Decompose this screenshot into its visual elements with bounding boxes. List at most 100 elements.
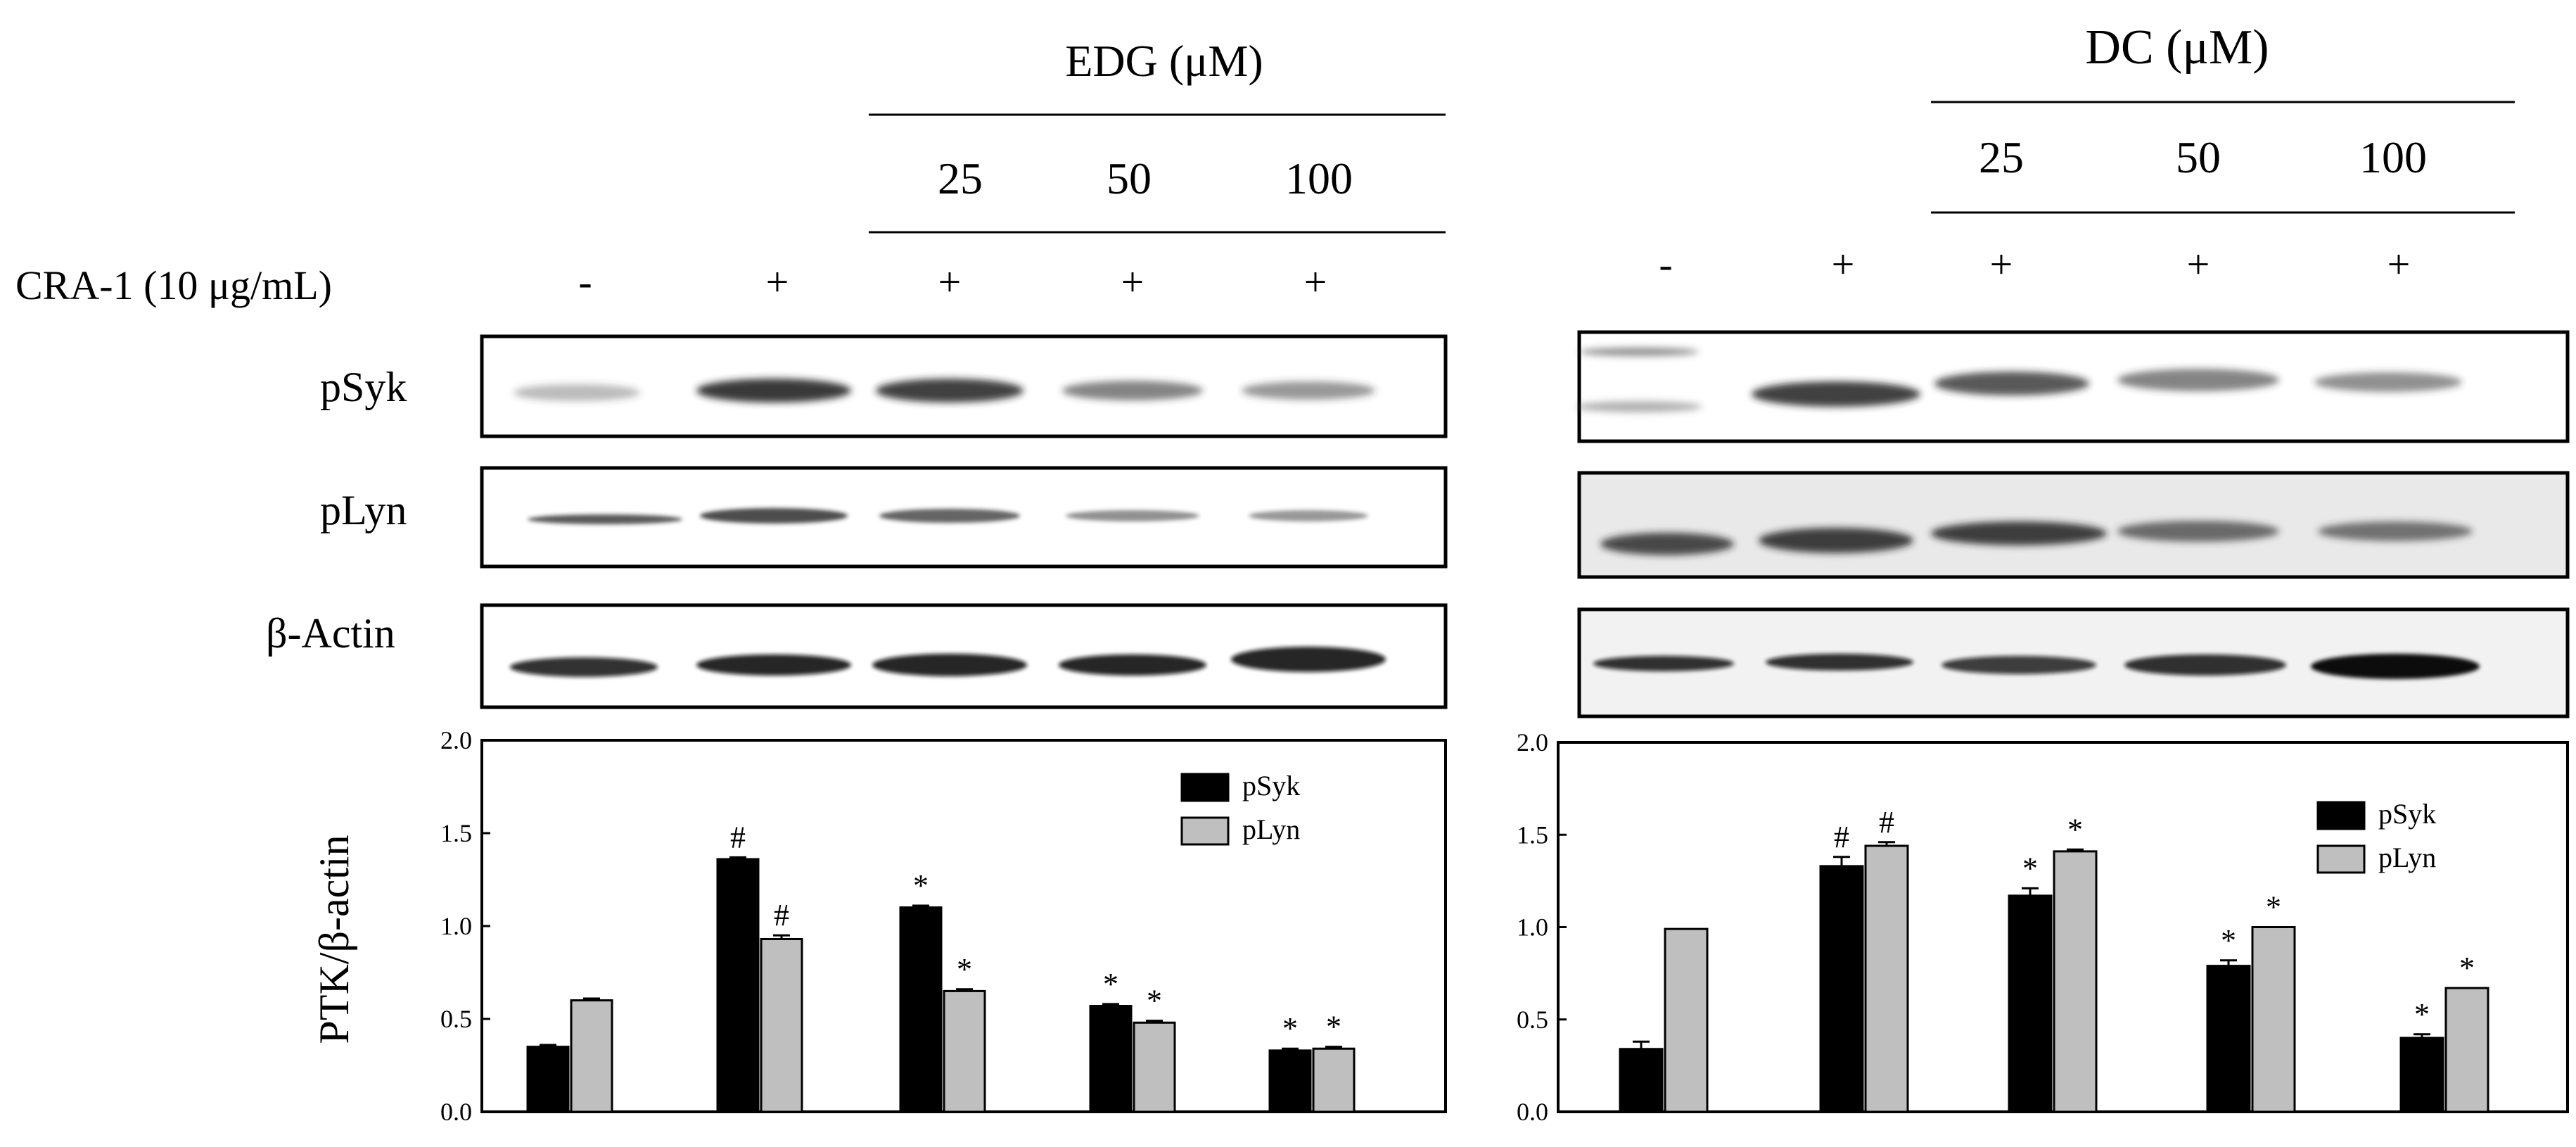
dc-dose-25: 25	[1979, 132, 2024, 182]
hash-mark: #	[730, 820, 746, 854]
asterisk-mark: *	[957, 952, 972, 987]
band	[1752, 381, 1920, 407]
asterisk-mark: *	[1282, 1011, 1298, 1046]
hash-mark: #	[1879, 805, 1894, 839]
y-tick-label: 0.0	[440, 1098, 472, 1126]
dc-sign-3: +	[1990, 241, 2013, 287]
plyn-bar	[2251, 926, 2296, 1113]
band	[1579, 348, 1699, 356]
y-tick-label: 0.5	[440, 1005, 472, 1033]
band	[1931, 521, 2107, 545]
band	[696, 654, 851, 676]
blot-label-psyk: pSyk	[320, 364, 407, 410]
band	[510, 657, 658, 677]
psyk-bar	[526, 1046, 570, 1113]
dc-sign-5: +	[2387, 241, 2411, 287]
dc-blot-actin	[1577, 607, 2570, 718]
band	[2124, 654, 2286, 676]
edg-dose-25: 25	[938, 153, 983, 203]
band	[1934, 372, 2089, 395]
band	[2117, 521, 2279, 542]
band	[696, 379, 851, 403]
blot-label-actin: β-Actin	[266, 610, 395, 657]
edg-bar-chart: 0.0 0.5 1.0 1.5 2.0 # # * * * * * * pSyk pLyn	[440, 726, 1447, 1126]
asterisk-mark: *	[1326, 1010, 1341, 1044]
edg-dose-50: 50	[1107, 153, 1152, 203]
y-tick-label: 1.0	[1517, 913, 1548, 942]
band	[1231, 647, 1386, 672]
psyk-bar	[716, 858, 760, 1113]
y-tick-label: 1.5	[1517, 820, 1548, 849]
psyk-bar	[1268, 1049, 1312, 1113]
band	[2311, 654, 2480, 679]
dc-sign-4: +	[2187, 241, 2210, 287]
band	[876, 379, 1024, 403]
band	[2318, 521, 2473, 541]
psyk-bar	[2399, 1037, 2444, 1113]
edg-sign-2: +	[766, 259, 789, 305]
dc-dose-50: 50	[2176, 132, 2221, 182]
band	[2117, 369, 2279, 391]
legend-plyn-swatch	[2316, 844, 2366, 874]
asterisk-mark: *	[2221, 923, 2236, 958]
psyk-bar	[1819, 865, 1864, 1113]
plyn-bar	[1312, 1047, 1356, 1113]
plyn-bar	[1133, 1021, 1176, 1113]
band	[1593, 656, 1734, 671]
dc-bar-chart: 0.0 0.5 1.0 1.5 2.0 # # * * * * * * pSyk pLyn	[1517, 728, 2569, 1126]
band	[1600, 533, 1734, 555]
edg-dose-100: 100	[1285, 153, 1353, 203]
edg-blot-psyk	[480, 334, 1448, 438]
band	[872, 654, 1027, 676]
dc-sign-1: -	[1659, 241, 1672, 287]
edg-sign-3: +	[938, 259, 962, 305]
hash-mark: #	[1834, 820, 1849, 854]
edg-dose-header: EDG (μM)	[1065, 36, 1263, 86]
plyn-bar	[760, 937, 803, 1113]
edg-blot-actin	[480, 603, 1448, 709]
blot-label-plyn: pLyn	[320, 487, 407, 533]
y-tick-label: 2.0	[1517, 728, 1548, 756]
psyk-bar	[2008, 894, 2053, 1113]
asterisk-mark: *	[2022, 851, 2038, 885]
dc-sign-2: +	[1832, 241, 1855, 287]
y-tick-label: 0.0	[1517, 1098, 1548, 1126]
band	[1941, 656, 2096, 674]
legend-psyk-label: pSyk	[2378, 798, 2436, 830]
band	[1062, 381, 1203, 400]
dc-dose-header: DC (μM)	[2085, 20, 2269, 75]
edg-sign-1: -	[578, 259, 592, 305]
band	[1576, 401, 1702, 412]
band	[514, 384, 640, 401]
treatment-label: CRA-1 (10 μg/mL)	[15, 262, 332, 308]
band	[1249, 510, 1368, 521]
legend-psyk-label: pSyk	[1242, 770, 1300, 801]
legend-plyn-swatch	[1180, 816, 1230, 846]
band	[2314, 372, 2462, 392]
psyk-bar	[2206, 965, 2251, 1113]
asterisk-mark: *	[2067, 812, 2083, 847]
edg-blot-plyn	[480, 466, 1448, 569]
dc-blot-psyk	[1576, 330, 2570, 443]
y-tick-label: 0.5	[1517, 1006, 1548, 1034]
asterisk-mark: *	[2459, 951, 2475, 985]
dc-dose-100: 100	[2359, 132, 2427, 182]
edg-sign-5: +	[1304, 259, 1327, 305]
band	[1242, 381, 1375, 400]
plyn-bar	[943, 989, 986, 1113]
dc-blot-plyn	[1577, 471, 2570, 579]
legend-psyk-swatch	[2316, 801, 2366, 830]
psyk-bar	[1089, 1005, 1133, 1113]
y-tick-label: 1.5	[440, 819, 472, 847]
band	[879, 509, 1020, 523]
legend-plyn-label: pLyn	[2378, 842, 2436, 873]
band	[1759, 528, 1913, 553]
asterisk-mark: *	[1147, 984, 1162, 1018]
band	[1066, 510, 1199, 521]
asterisk-mark: *	[1103, 967, 1118, 1001]
psyk-bar	[899, 906, 943, 1113]
psyk-bar	[1619, 1048, 1664, 1113]
plyn-bar	[2053, 850, 2098, 1113]
asterisk-mark: *	[2266, 890, 2281, 925]
